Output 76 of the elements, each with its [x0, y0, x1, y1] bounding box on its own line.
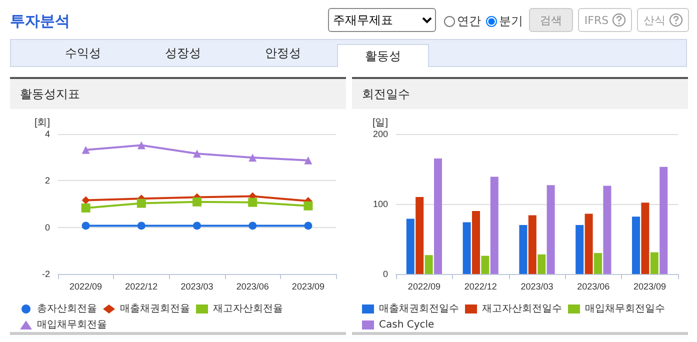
chart-title: 회전일수 — [352, 79, 688, 109]
point — [248, 154, 257, 162]
y-tick-label: -2 — [42, 269, 50, 279]
point — [82, 146, 90, 154]
text: 검색 — [540, 12, 562, 28]
y-axis-title: [일] — [372, 118, 388, 128]
point — [82, 196, 90, 204]
bar — [472, 211, 480, 274]
point — [82, 222, 90, 230]
bar — [416, 197, 424, 274]
bar — [462, 222, 471, 274]
point — [248, 222, 257, 230]
text: 연간 — [457, 13, 481, 30]
text: IFRS — [584, 14, 609, 26]
y-tick-label: 200 — [372, 129, 388, 139]
text: 성장성 — [164, 45, 202, 62]
point — [137, 141, 146, 150]
legend-label: 매출채권회전일수 — [379, 304, 459, 314]
x-tick-label: 2023/03 — [180, 282, 214, 292]
point — [137, 222, 146, 230]
bar — [424, 255, 433, 274]
point — [193, 150, 201, 158]
text: 수익성 — [64, 45, 102, 62]
x-tick-label: 2022/12 — [125, 282, 158, 292]
legend-label: 매출채권회전율 — [120, 304, 190, 314]
point — [304, 156, 312, 164]
legend-label: Cash Cycle — [379, 320, 434, 330]
point — [248, 198, 258, 207]
point — [193, 222, 201, 230]
bar — [546, 185, 555, 274]
legend-label: 재고자산회전율 — [213, 304, 283, 314]
bar — [538, 254, 546, 274]
y-tick-label: 2 — [44, 176, 50, 186]
bar — [603, 186, 612, 274]
bar — [660, 166, 668, 274]
x-tick-label: 2023/09 — [292, 282, 324, 292]
x-tick-label: 2022/09 — [408, 282, 440, 292]
bar — [632, 216, 640, 274]
bar — [481, 256, 490, 274]
legend-label: 매입채무회전일수 — [585, 304, 665, 314]
point — [136, 198, 146, 208]
bar — [528, 215, 536, 274]
bar — [406, 218, 414, 274]
legend-label: 총자산회전율 — [37, 304, 97, 314]
text: 활동성 — [337, 44, 429, 67]
bar — [594, 253, 602, 274]
y-tick-label: 100 — [372, 199, 388, 209]
y-tick-label: 0 — [382, 269, 388, 279]
point — [304, 222, 312, 230]
bar — [490, 176, 498, 274]
y-tick-label: 0 — [44, 222, 50, 232]
legend-label: 매입채무회전율 — [37, 320, 107, 330]
text: 투자분석 — [10, 12, 70, 31]
point — [304, 201, 313, 210]
x-tick-label: 2023/03 — [520, 282, 554, 292]
bar — [650, 252, 658, 274]
bar — [576, 225, 584, 274]
legend-label: 재고자산회전일수 — [482, 304, 562, 314]
y-tick-label: 4 — [44, 129, 50, 139]
y-axis-title: [회] — [34, 118, 50, 128]
x-tick-label: 2023/06 — [577, 282, 610, 292]
text: 안정성 — [264, 45, 302, 62]
bar — [641, 202, 650, 274]
point — [81, 203, 90, 212]
bar — [519, 225, 528, 274]
text: 산식 — [644, 12, 666, 28]
bar — [584, 214, 593, 274]
x-tick-label: 2022/12 — [464, 282, 497, 292]
x-tick-label: 2023/09 — [634, 282, 666, 292]
chart-title: 활동성지표 — [10, 79, 346, 109]
text: 주재무제표 — [328, 8, 436, 32]
x-tick-label: 2022/09 — [70, 282, 102, 292]
bar — [434, 158, 442, 274]
x-tick-label: 2023/06 — [236, 282, 269, 292]
text: 분기 — [499, 13, 523, 30]
point — [192, 197, 202, 206]
